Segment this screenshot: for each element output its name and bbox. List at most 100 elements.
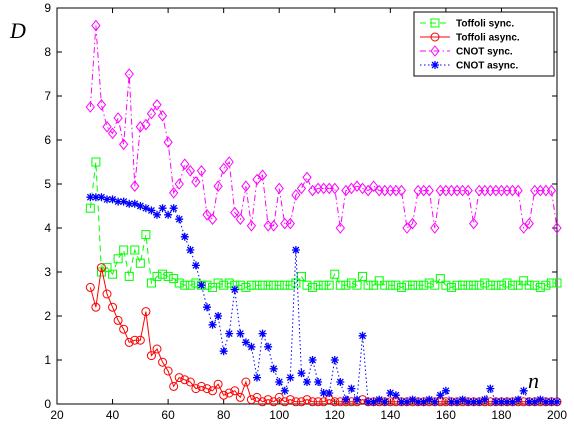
marker: [85, 203, 95, 213]
marker: [280, 386, 289, 395]
marker: [213, 278, 223, 288]
marker: [414, 397, 423, 406]
marker: [169, 381, 179, 391]
y-tick-label: 0: [44, 397, 51, 411]
marker: [253, 373, 261, 382]
marker: [203, 303, 211, 312]
marker: [124, 271, 134, 281]
marker: [469, 397, 478, 406]
marker: [546, 184, 557, 197]
marker: [530, 397, 539, 406]
marker: [363, 280, 373, 290]
marker: [357, 182, 368, 195]
y-tick-label: 1: [44, 353, 51, 367]
marker: [191, 261, 200, 270]
marker: [152, 98, 162, 111]
marker: [280, 280, 290, 290]
marker: [241, 338, 250, 347]
marker: [207, 213, 218, 226]
marker: [113, 112, 123, 124]
x-axis-label: n: [528, 368, 539, 393]
marker: [380, 397, 389, 406]
marker: [446, 282, 456, 292]
marker: [347, 384, 356, 393]
marker: [113, 254, 123, 264]
x-tick-label: 20: [50, 408, 64, 422]
marker: [125, 199, 134, 208]
marker: [346, 278, 356, 288]
marker: [224, 278, 234, 288]
legend-label: CNOT sync.: [456, 47, 513, 58]
marker: [153, 210, 161, 219]
marker: [208, 320, 217, 329]
x-tick-label: 40: [106, 408, 120, 422]
marker: [402, 222, 412, 234]
marker: [319, 280, 329, 290]
marker: [513, 184, 523, 197]
marker: [108, 269, 118, 279]
marker: [124, 337, 134, 347]
marker: [96, 98, 107, 111]
marker: [407, 217, 418, 230]
marker: [174, 178, 184, 190]
marker: [447, 397, 456, 406]
marker: [525, 397, 534, 406]
marker: [308, 397, 318, 407]
marker: [269, 280, 279, 290]
marker: [330, 182, 340, 195]
marker: [241, 180, 251, 193]
legend-label: Toffoli async.: [456, 33, 520, 44]
marker: [452, 280, 462, 290]
marker: [146, 351, 156, 361]
marker: [402, 280, 412, 290]
marker: [141, 118, 151, 131]
marker: [103, 195, 111, 204]
marker: [430, 280, 440, 290]
marker: [302, 280, 312, 290]
marker: [519, 386, 528, 395]
legend-label: CNOT async.: [456, 61, 518, 72]
marker: [158, 357, 168, 367]
marker: [430, 32, 440, 42]
marker: [197, 281, 206, 290]
marker: [102, 120, 112, 133]
marker: [541, 397, 550, 406]
marker: [291, 278, 301, 288]
marker: [546, 278, 556, 288]
marker: [486, 384, 495, 393]
marker: [274, 182, 284, 195]
marker: [536, 395, 545, 404]
marker: [296, 182, 307, 195]
marker: [425, 395, 434, 404]
marker: [235, 392, 245, 402]
marker: [464, 397, 473, 406]
marker: [247, 342, 256, 351]
marker: [369, 180, 379, 193]
marker: [491, 397, 500, 406]
marker: [235, 213, 245, 226]
marker: [313, 397, 323, 407]
marker: [246, 280, 256, 290]
marker: [225, 329, 234, 338]
marker: [180, 232, 189, 241]
marker: [319, 397, 329, 407]
marker: [91, 19, 101, 32]
marker: [552, 278, 562, 288]
marker: [102, 289, 112, 299]
marker: [491, 280, 501, 290]
marker: [431, 61, 439, 69]
marker: [375, 395, 384, 404]
marker: [219, 390, 229, 400]
marker: [191, 175, 201, 188]
marker: [219, 280, 229, 290]
marker: [475, 397, 484, 406]
marker: [291, 397, 301, 407]
marker: [341, 184, 351, 197]
marker: [96, 263, 106, 273]
series-line: [89, 161, 557, 288]
marker: [180, 375, 190, 385]
x-tick-label: 160: [436, 408, 456, 422]
marker: [185, 377, 195, 387]
marker: [108, 302, 118, 312]
marker: [380, 280, 390, 290]
